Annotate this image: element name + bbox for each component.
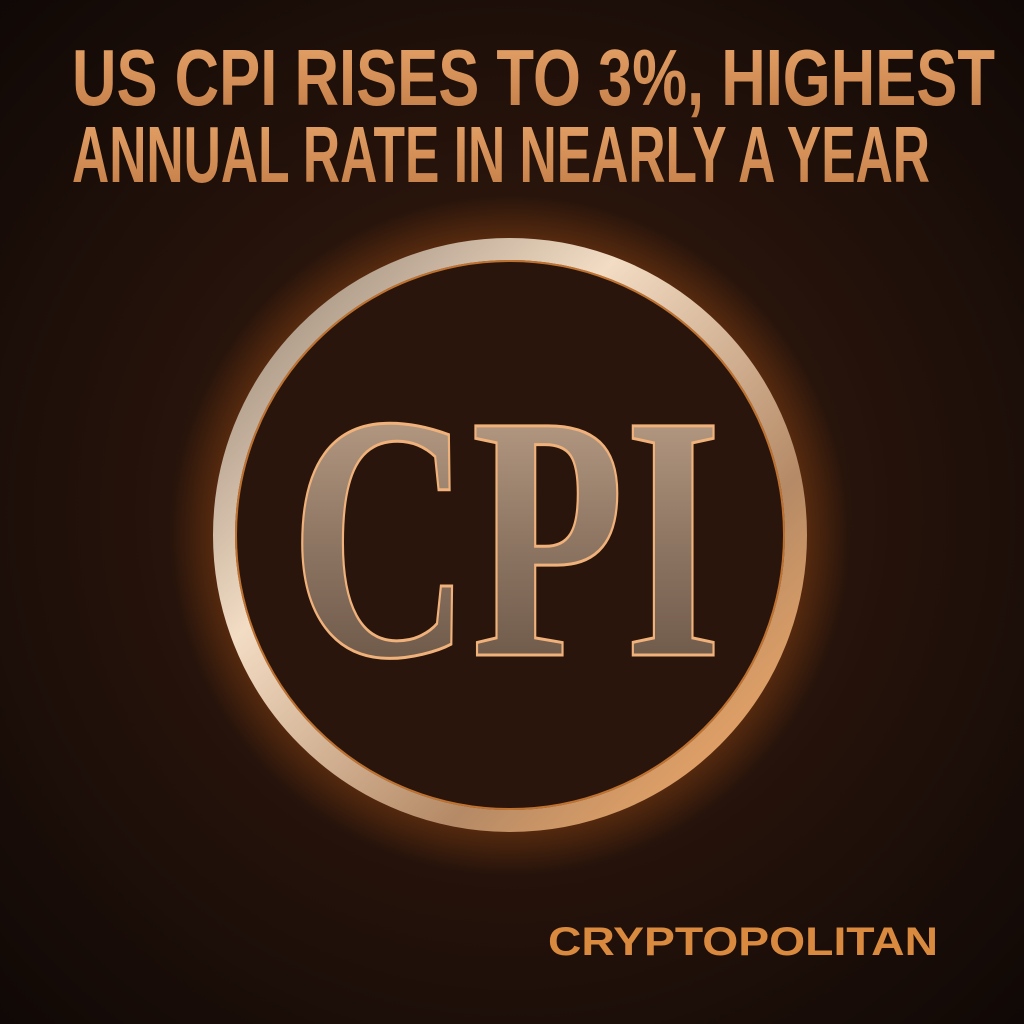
emblem-ring-edge	[235, 260, 785, 810]
emblem-disc	[230, 255, 790, 815]
emblem-text: CPI	[290, 343, 722, 731]
headline-line: ANNUAL RATE IN NEARLY A YEAR	[72, 110, 930, 199]
brand-name: CRYPTOPOLITAN	[548, 920, 938, 964]
headline-line: US CPI RISES TO 3%, HIGHEST	[72, 33, 995, 122]
emblem-ring	[213, 238, 807, 832]
